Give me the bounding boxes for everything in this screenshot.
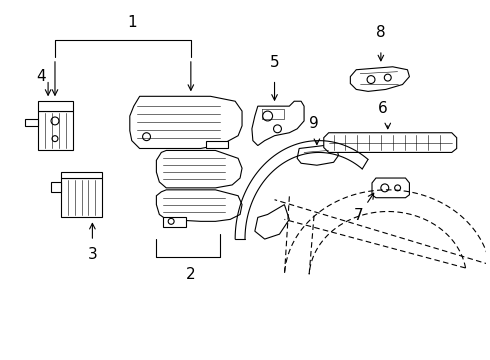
Polygon shape bbox=[25, 119, 38, 126]
Text: 7: 7 bbox=[353, 208, 363, 222]
Text: 9: 9 bbox=[309, 116, 319, 131]
Circle shape bbox=[263, 111, 272, 121]
Circle shape bbox=[51, 117, 59, 125]
Text: 1: 1 bbox=[127, 15, 137, 30]
Text: 2: 2 bbox=[186, 267, 196, 282]
Circle shape bbox=[384, 74, 391, 81]
Circle shape bbox=[168, 219, 174, 224]
Circle shape bbox=[394, 185, 400, 191]
Polygon shape bbox=[372, 178, 410, 198]
Text: 5: 5 bbox=[270, 55, 279, 70]
Circle shape bbox=[273, 125, 281, 133]
Polygon shape bbox=[324, 133, 457, 152]
Circle shape bbox=[143, 133, 150, 141]
Polygon shape bbox=[38, 111, 73, 150]
Polygon shape bbox=[350, 67, 410, 91]
Polygon shape bbox=[206, 141, 228, 148]
Polygon shape bbox=[61, 172, 102, 178]
Circle shape bbox=[52, 136, 58, 141]
Polygon shape bbox=[130, 96, 242, 148]
Polygon shape bbox=[51, 182, 61, 192]
Text: 8: 8 bbox=[376, 25, 386, 40]
Polygon shape bbox=[38, 101, 73, 111]
Circle shape bbox=[367, 76, 375, 84]
Circle shape bbox=[381, 184, 389, 192]
Polygon shape bbox=[61, 178, 102, 217]
Polygon shape bbox=[297, 145, 339, 165]
Text: 4: 4 bbox=[36, 69, 46, 84]
Text: 6: 6 bbox=[378, 101, 388, 116]
Polygon shape bbox=[255, 204, 289, 239]
Polygon shape bbox=[252, 101, 304, 145]
Polygon shape bbox=[163, 217, 186, 227]
Polygon shape bbox=[156, 190, 242, 221]
Polygon shape bbox=[156, 150, 242, 188]
Text: 3: 3 bbox=[88, 247, 98, 262]
